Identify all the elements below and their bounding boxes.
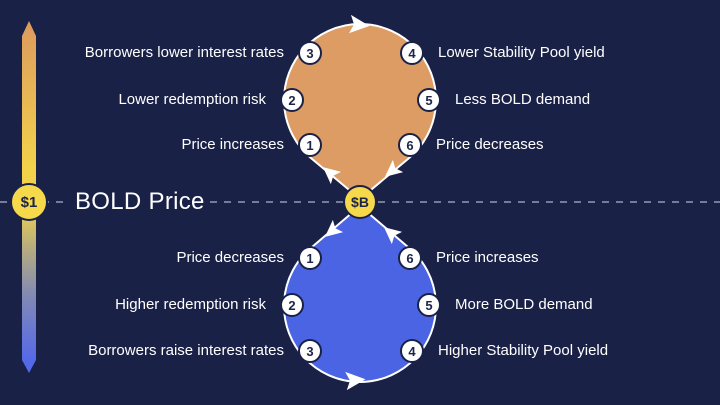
badge-above-5: 5: [417, 88, 441, 112]
peg-coin: $1: [10, 183, 48, 221]
label-above-5: Less BOLD demand: [455, 91, 591, 108]
label-above-3: Borrowers lower interest rates: [84, 44, 284, 61]
label-below-4: Higher Stability Pool yield: [438, 342, 609, 359]
label-below-2: Higher redemption risk: [115, 296, 266, 313]
label-below-5: More BOLD demand: [455, 296, 593, 313]
badge-below-6: 6: [398, 246, 422, 270]
label-below-1: Price decreases: [176, 249, 284, 266]
badge-below-4: 4: [400, 339, 424, 363]
badge-above-6: 6: [398, 133, 422, 157]
center-coin: $B: [343, 185, 377, 219]
label-above-4: Lower Stability Pool yield: [438, 44, 605, 61]
flow-arrow-bottom-icon: [345, 371, 366, 391]
label-below-3: Borrowers raise interest rates: [88, 342, 284, 359]
label-above-2: Lower redemption risk: [118, 91, 266, 108]
label-above-1: Price increases: [181, 136, 284, 153]
badge-above-2: 2: [280, 88, 304, 112]
flow-arrow-top-icon: [349, 14, 370, 34]
flow-arrow-above-right-icon: [384, 159, 404, 177]
page-title: BOLD Price: [75, 188, 205, 215]
flow-arrows: [322, 14, 404, 391]
badge-above-4: 4: [400, 41, 424, 65]
flow-arrow-below-right-icon: [383, 227, 403, 245]
badge-below-3: 3: [298, 339, 322, 363]
label-above-6: Price decreases: [436, 136, 544, 153]
badge-below-1: 1: [298, 246, 322, 270]
badge-above-1: 1: [298, 133, 322, 157]
flow-arrow-above-left-icon: [322, 167, 342, 185]
flow-arrow-below-left-icon: [324, 219, 344, 237]
badge-below-5: 5: [417, 293, 441, 317]
badge-above-3: 3: [298, 41, 322, 65]
badge-below-2: 2: [280, 293, 304, 317]
label-below-6: Price increases: [436, 249, 539, 266]
